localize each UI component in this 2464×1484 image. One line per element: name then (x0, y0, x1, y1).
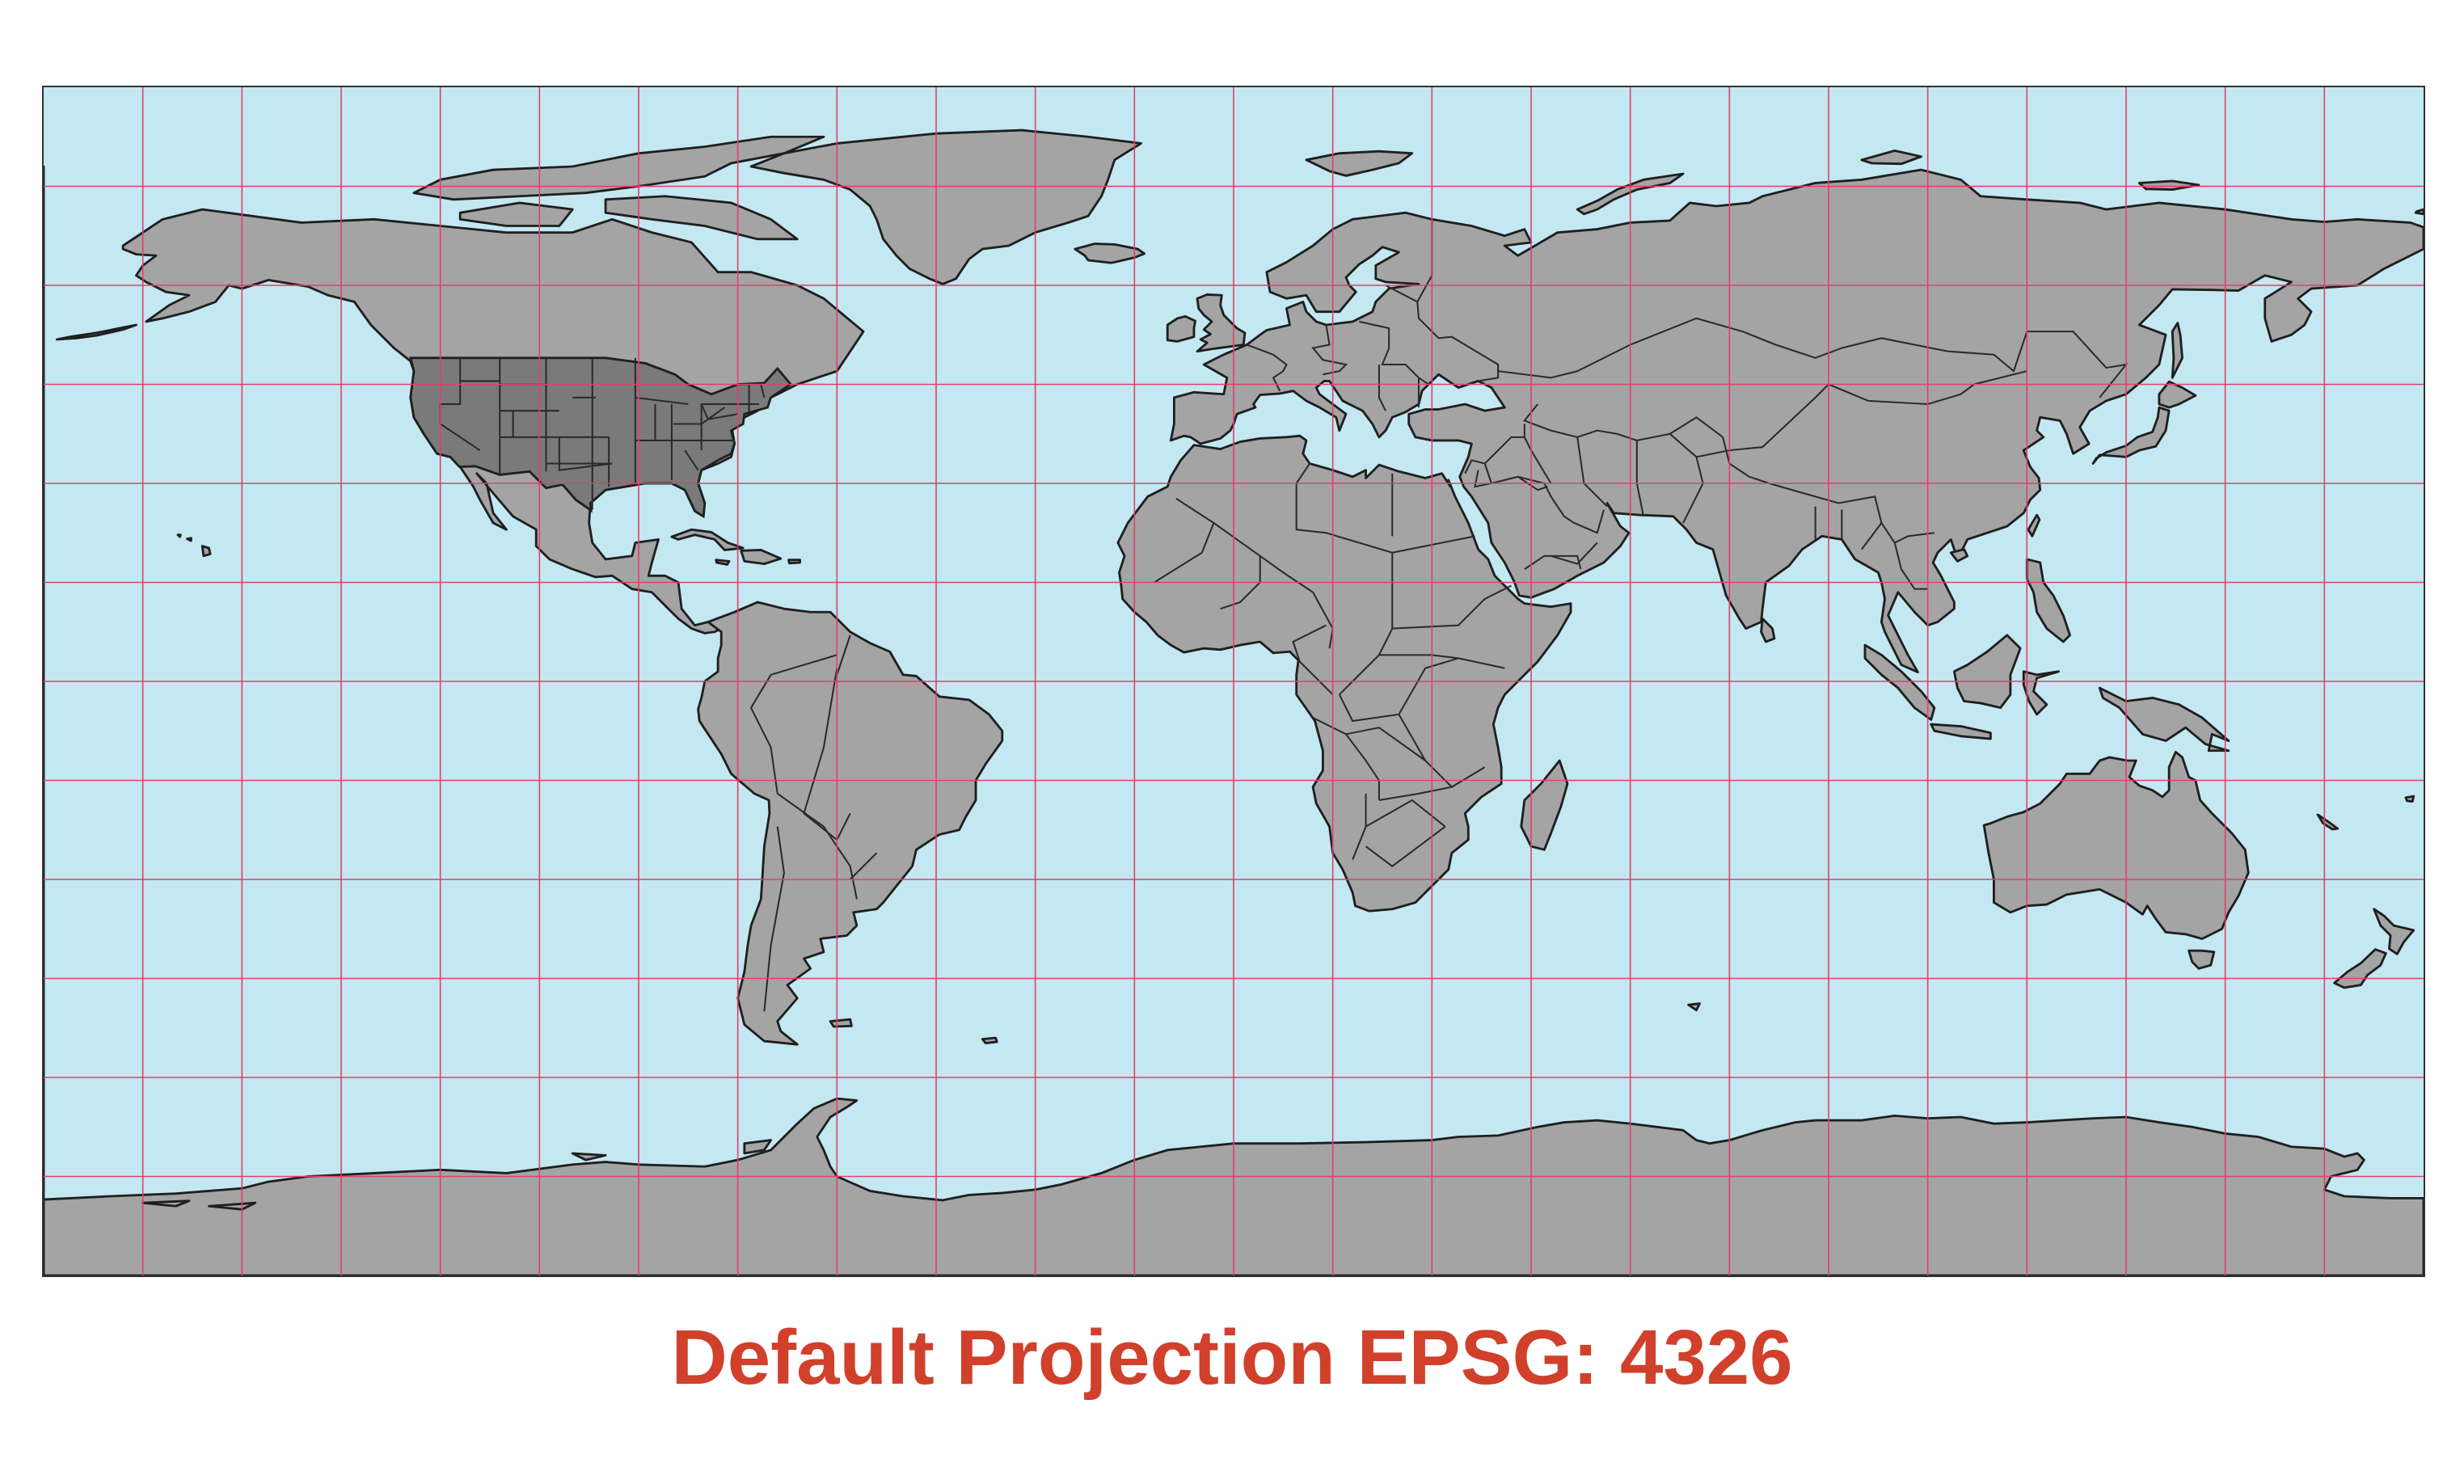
new-caledonia (2316, 813, 2340, 831)
java (1930, 723, 1992, 740)
south-america (697, 601, 1004, 1046)
south-georgia (981, 1036, 998, 1044)
iceland (1074, 242, 1146, 264)
world-map (44, 87, 2424, 1275)
novaya-zemlya (1576, 172, 1685, 216)
greenland (749, 129, 1142, 285)
wrangel-island (2414, 208, 2424, 216)
ireland (1166, 314, 1196, 343)
hainan (1949, 548, 1969, 563)
hawaii (176, 533, 212, 558)
cuba (670, 528, 745, 551)
sumatra (1863, 643, 1936, 721)
canadian-arctic-islands (412, 135, 825, 241)
hispaniola (740, 549, 783, 566)
eurasia (1169, 168, 2424, 673)
tasmania (2188, 949, 2216, 970)
new-guinea (2098, 686, 2230, 753)
landmasses (44, 129, 2424, 1275)
jamaica (715, 559, 731, 566)
aleutians (55, 323, 137, 341)
sulawesi (2022, 670, 2061, 716)
kerguelen (1687, 1002, 1701, 1012)
sri-lanka (1760, 617, 1776, 643)
new-siberian-islands (2137, 179, 2200, 192)
africa (1116, 434, 1572, 913)
borneo (1952, 634, 2022, 710)
new-zealand (2333, 908, 2415, 989)
graticule (44, 87, 2424, 1275)
map-frame (42, 86, 2425, 1277)
puerto-rico (787, 559, 801, 565)
taiwan (2027, 513, 2041, 538)
japan (2091, 380, 2197, 465)
philippines (2025, 558, 2071, 643)
map-caption: Default Projection EPSG: 4326 (671, 1314, 1793, 1401)
antarctic-peninsula-islands (141, 1139, 772, 1211)
fiji (2404, 795, 2415, 803)
sakhalin (2171, 322, 2183, 379)
severnaya-zemlya (1860, 149, 1922, 166)
great-britain (1196, 293, 1247, 353)
madagascar (1520, 759, 1569, 851)
australia (1982, 750, 2250, 940)
falklands (829, 1018, 853, 1028)
